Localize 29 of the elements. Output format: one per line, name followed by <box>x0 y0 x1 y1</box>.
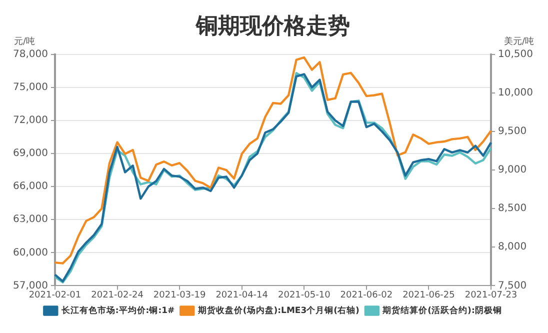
x-tick-label: 2021-07-23 <box>464 290 518 300</box>
y2-tick-label: 10,000 <box>498 88 534 99</box>
y-tick-label: 57,000 <box>12 280 48 292</box>
y-tick-label: 78,000 <box>12 48 48 60</box>
y2-tick-label: 8,500 <box>498 203 527 214</box>
y2-tick-label: 9,000 <box>498 164 527 176</box>
y2-tick-label: 9,500 <box>498 126 527 138</box>
legend-label: 长江有色市场:平均价:铜:1# <box>60 304 175 316</box>
legend-label: 期货收盘价(场内盘):LME3个月铜(右轴) <box>196 304 360 316</box>
x-tick-label: 2021-05-10 <box>278 290 331 300</box>
x-tick-label: 2021-02-24 <box>91 290 144 300</box>
y2-tick-label: 10,500 <box>498 48 534 60</box>
y-tick-label: 60,000 <box>12 247 48 258</box>
y-axis-title: 元/吨 <box>14 36 36 48</box>
legend-label: 期货结算价(活跃合约):阴极铜 <box>382 304 502 316</box>
y-tick-label: 63,000 <box>12 214 48 226</box>
chart-title: 铜期现价格走势 <box>195 14 350 39</box>
x-tick-label: 2021-02-01 <box>28 290 82 300</box>
x-tick-label: 2021-06-02 <box>340 290 393 300</box>
y2-tick-label: 7,500 <box>498 280 527 292</box>
y-tick-label: 75,000 <box>12 82 48 94</box>
x-tick-label: 2021-03-19 <box>153 290 206 300</box>
y-tick-label: 72,000 <box>12 115 48 126</box>
y-tick-label: 66,000 <box>12 181 48 192</box>
y-tick-label: 69,000 <box>12 148 48 160</box>
x-tick-label: 2021-04-14 <box>216 290 268 300</box>
x-tick-label: 2021-06-25 <box>402 290 455 300</box>
y2-tick-label: 8,000 <box>498 242 527 253</box>
y2-axis-title: 美元/吨 <box>504 36 534 48</box>
